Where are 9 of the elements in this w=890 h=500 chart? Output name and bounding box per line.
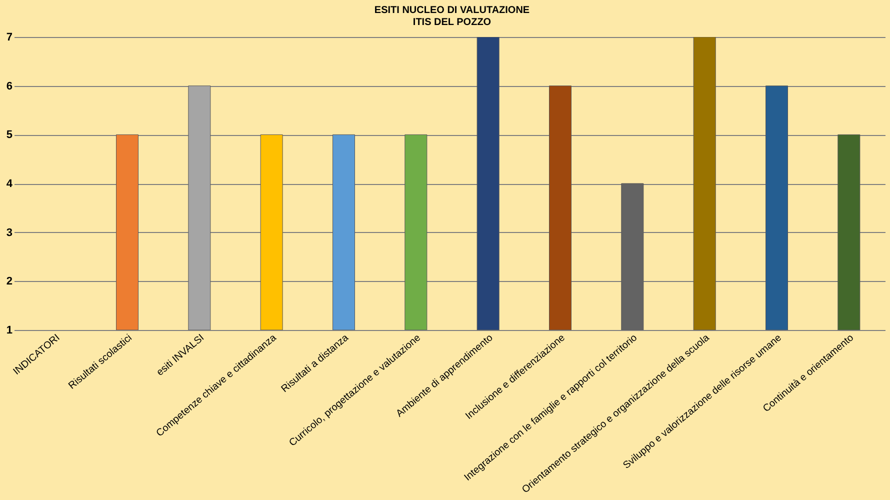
- y-tick-label: 3: [6, 226, 12, 239]
- y-tick-label: 7: [6, 32, 12, 44]
- text: ESITI NUCLEO DI VALUTAZIONE: [374, 5, 530, 16]
- y-tick-label: 6: [6, 80, 12, 92]
- y-tick-label: 4: [6, 178, 14, 190]
- y-tick-label: 1: [6, 324, 12, 336]
- y-tick-label: 5: [6, 129, 12, 142]
- y-tick-label: 2: [6, 276, 12, 288]
- text: ITIS DEL POZZO: [412, 17, 492, 28]
